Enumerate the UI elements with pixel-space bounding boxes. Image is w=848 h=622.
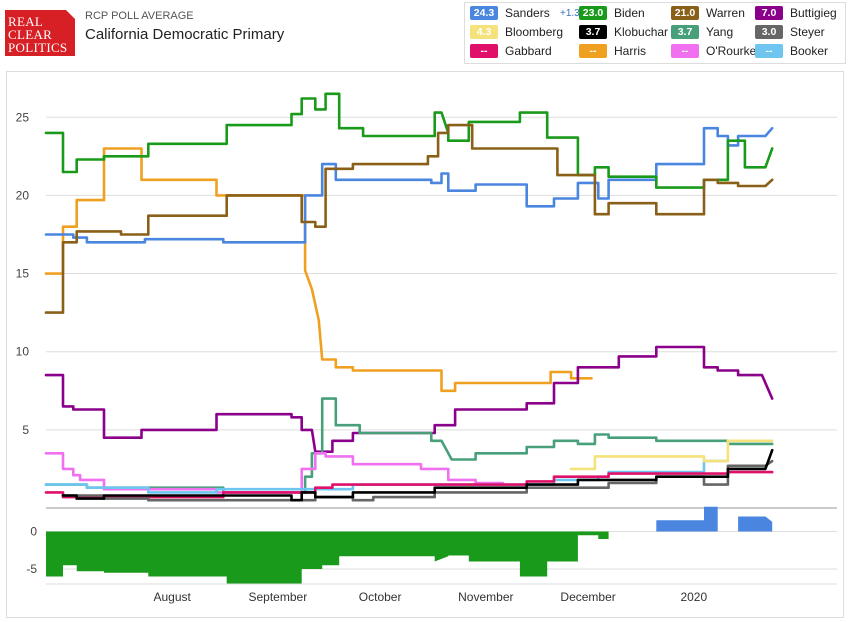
series-line-buttigieg[interactable] [44, 345, 774, 453]
series-line-klobuchar[interactable] [61, 448, 774, 502]
legend-label: Yang [706, 25, 734, 39]
logo-corner-fold [66, 10, 75, 19]
series-line-harris[interactable] [44, 147, 593, 393]
diff-y-tick-label: 0 [30, 525, 37, 539]
diff-y-tick-label: -5 [26, 562, 37, 576]
chart-panel: 5 10 15 20 25 0 -5 August September October Novemb… [6, 71, 844, 618]
legend-value-badge: 24.3 [470, 6, 498, 20]
legend-label: Gabbard [505, 44, 552, 58]
legend-label: Sanders [505, 6, 550, 20]
diff-area-negative [46, 531, 773, 584]
x-tick-label: October [359, 590, 402, 604]
y-tick-label: 10 [16, 345, 30, 359]
legend-value-badge: 4.3 [470, 25, 498, 39]
legend-value-badge: 23.0 [579, 6, 607, 20]
y-tick-label: 5 [22, 423, 29, 437]
legend-label: Klobuchar [614, 25, 669, 39]
legend-value-badge: -- [579, 44, 607, 58]
x-tick-label: December [560, 590, 615, 604]
series-line-sanders[interactable] [44, 126, 774, 244]
x-tick-label: August [153, 590, 191, 604]
series-line-booker[interactable] [44, 459, 730, 494]
legend-label: Steyer [790, 25, 825, 39]
series-line-gabbard[interactable] [44, 470, 774, 499]
series-line-warren[interactable] [44, 123, 774, 314]
legend-value-badge: 7.0 [755, 6, 783, 20]
legend-label: Warren [706, 6, 745, 20]
series-line-bloomberg[interactable] [569, 439, 774, 471]
series-line-biden[interactable] [44, 92, 774, 189]
legend-value-badge: -- [671, 44, 699, 58]
chart-header: REAL CLEAR POLITICS RCP POLL AVERAGE Cal… [0, 0, 848, 68]
x-tick-label: November [458, 590, 513, 604]
legend-label: Buttigieg [790, 6, 837, 20]
diff-area-positive [46, 506, 773, 532]
series-line-yang[interactable] [44, 397, 774, 494]
legend-value-badge: 21.0 [671, 6, 699, 20]
legend-value-badge: 3.7 [579, 25, 607, 39]
y-tick-label: 20 [16, 188, 30, 202]
y-tick-label: 25 [16, 110, 30, 124]
logo-line-1: REAL [8, 14, 44, 29]
legend: 24.3 Sanders +1.3 23.0 Biden 21.0 Warren… [464, 2, 846, 64]
chart-kicker: RCP POLL AVERAGE [85, 10, 194, 22]
series-line-orourke[interactable] [44, 452, 505, 494]
legend-label: Booker [790, 44, 829, 58]
x-tick-label: September [248, 590, 307, 604]
y-tick-label: 15 [16, 267, 30, 281]
logo-line-2: CLEAR [8, 27, 53, 42]
x-tick-label: 2020 [680, 590, 707, 604]
legend-value-badge: -- [470, 44, 498, 58]
legend-value-badge: -- [755, 44, 783, 58]
legend-value-badge: 3.0 [755, 25, 783, 39]
poll-chart[interactable]: 5 10 15 20 25 0 -5 August September October Novemb… [7, 72, 843, 617]
legend-label: Harris [614, 44, 646, 58]
legend-label: Biden [614, 6, 645, 20]
logo-line-3: POLITICS [8, 40, 68, 55]
legend-change: +1.3 [560, 8, 580, 19]
chart-title: California Democratic Primary [85, 26, 285, 43]
legend-label: Bloomberg [505, 25, 564, 39]
rcp-logo[interactable]: REAL CLEAR POLITICS [5, 10, 75, 56]
legend-label: O'Rourke [706, 44, 757, 58]
legend-value-badge: 3.7 [671, 25, 699, 39]
